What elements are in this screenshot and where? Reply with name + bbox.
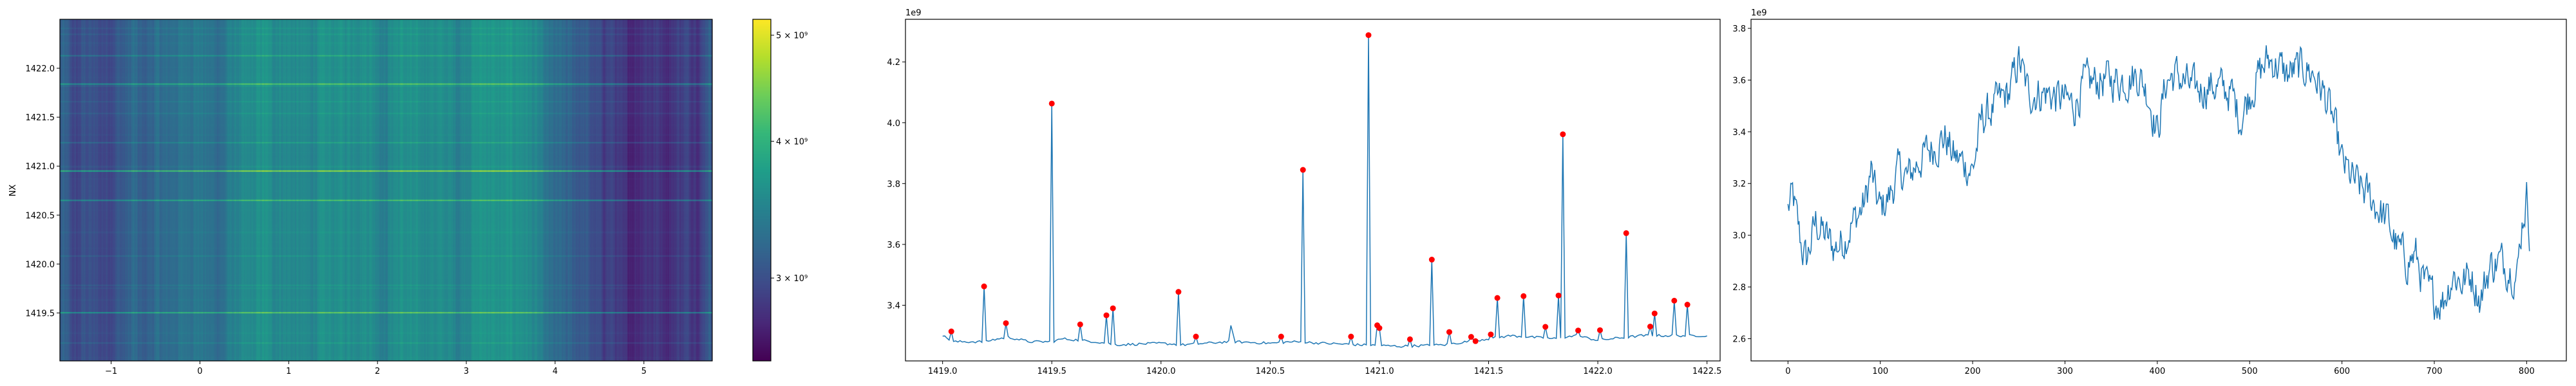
spectrum-line [942,35,1707,349]
y-tick-label: 2.8 [1732,283,1746,293]
peak-marker [981,283,987,290]
peak-marker [1468,334,1474,340]
axes-frame [905,19,1721,362]
x-tick-label: 400 [2149,367,2165,376]
y-tick-label: 4.0 [887,119,900,129]
x-tick-label: 1422.0 [1583,367,1613,376]
offset-label: 1e9 [905,8,922,18]
x-tick-label: 5 [641,367,647,376]
x-tick-label: 2 [375,367,380,376]
x-tick-label: 500 [2242,367,2258,376]
x-tick-label: 200 [1965,367,1981,376]
heatmap-image [60,19,712,361]
peak-marker [1472,338,1479,344]
peak-marker [1048,100,1055,107]
x-tick-label: 300 [2057,367,2073,376]
axes-frame [752,19,772,362]
x-tick-label: 1422.5 [1692,367,1722,376]
y-tick-label: 1419.5 [26,309,55,318]
x-tick-label: 1 [286,367,291,376]
peak-marker [1175,289,1182,295]
peak-marker [1300,167,1306,173]
colorbar-axes: 3 × 10⁹ 4 × 10⁹ 5 × 10⁹ [752,19,808,362]
series-line [1787,45,2530,320]
peak-marker [1560,131,1566,138]
peak-marker [1003,320,1009,326]
peak-marker [1278,333,1284,340]
series-axes: 0 100 200 300 400 500 600 700 800 2.6 2.8 3.0 3.2 3.4… [1732,8,2567,376]
colorbar-tick-label: 3 × 10⁹ [776,274,808,284]
peak-marker [1103,312,1110,318]
peak-marker [1596,327,1603,333]
x-tick-label: 1420.5 [1256,367,1285,376]
x-tick-label: 700 [2427,367,2443,376]
y-tick-label: 1421.0 [26,162,55,172]
peak-marker [1684,302,1690,308]
peak-marker [1520,293,1527,299]
axes-frame [1750,19,2567,362]
x-tick-label: 800 [2519,367,2535,376]
peak-marker [1542,324,1549,330]
peak-marker [1555,292,1562,299]
y-tick-label: 3.8 [887,179,900,189]
peak-marker [1488,331,1494,338]
offset-label: 1e9 [1751,8,1767,18]
peak-marker [1647,324,1653,330]
x-tick-label: −1 [105,367,117,376]
y-tick-label: 3.2 [1732,179,1746,189]
x-tick-label: 0 [1785,367,1790,376]
y-tick-label: 3.6 [887,241,900,250]
peak-marker [948,328,954,335]
heatmap-axes: −1 0 1 2 3 4 5 1419.5 1420.0 1420.5 1421.0 1421.5 14… [8,19,713,376]
x-tick-label: 600 [2334,367,2350,376]
x-tick-label: 3 [464,367,469,376]
y-tick-label: 4.2 [887,58,900,68]
x-tick-label: 0 [197,367,202,376]
peak-marker [1376,325,1383,331]
peak-marker [1348,333,1354,340]
x-tick-label: 4 [553,367,558,376]
x-tick-label: 1421.0 [1365,367,1394,376]
peak-marker [1671,297,1678,304]
peak-marker [1365,32,1372,39]
peak-marker [1110,305,1116,311]
peak-marker [1428,257,1435,263]
peak-marker [1494,295,1501,301]
x-tick-label: 1421.5 [1474,367,1504,376]
peak-marker [1077,321,1083,327]
y-tick-label: 3.0 [1732,232,1746,241]
peak-marker [1575,327,1582,334]
colorbar-tick-label: 4 × 10⁹ [776,138,808,147]
y-tick-label: 1422.0 [26,64,55,74]
x-tick-label: 1419.5 [1037,367,1066,376]
peak-marker [1651,310,1658,317]
y-axis-label: NX [8,185,18,197]
y-tick-label: 2.6 [1732,335,1746,344]
colorbar-gradient [753,19,771,361]
y-tick-label: 3.8 [1732,24,1746,34]
peak-marker [1406,336,1413,342]
peak-marker [1623,230,1629,236]
y-tick-label: 1421.5 [26,113,55,123]
y-tick-label: 3.4 [887,301,900,311]
peak-marker [1193,333,1199,340]
colorbar-tick-label: 5 × 10⁹ [776,32,808,41]
y-tick-label: 3.6 [1732,76,1746,86]
y-tick-label: 1420.0 [26,260,55,270]
peak-marker [1446,329,1452,335]
x-tick-label: 1420.0 [1146,367,1176,376]
x-tick-label: 1419.0 [928,367,958,376]
x-tick-label: 100 [1872,367,1888,376]
y-tick-label: 3.4 [1732,128,1746,138]
y-tick-label: 1420.5 [26,211,55,221]
spectrum-axes: 1419.0 1419.5 1420.0 1420.5 1421.0 1421.5 1422… [887,8,1721,376]
axes-frame [59,19,713,362]
